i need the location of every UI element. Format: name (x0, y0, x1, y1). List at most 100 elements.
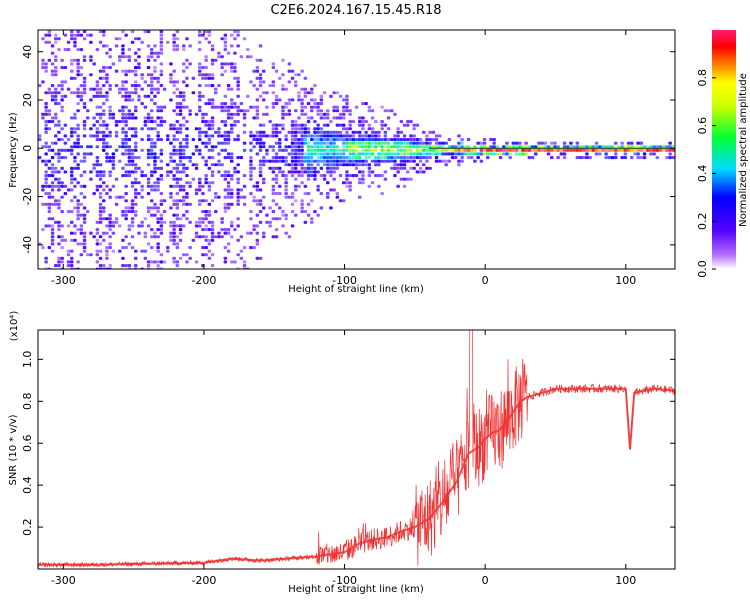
spectrogram-cell (134, 170, 138, 174)
spectrogram-cell (70, 33, 74, 37)
spectrogram-cell (460, 152, 464, 156)
spectrogram-cell (82, 80, 87, 84)
spectrogram-cell (150, 120, 154, 124)
spectrogram-cell (310, 87, 314, 91)
spectrogram-cell (60, 94, 64, 98)
spectrogram-cell (169, 192, 173, 196)
spectrogram-cell (47, 33, 52, 37)
spectrogram-cell (175, 120, 180, 124)
spectrogram-cell (185, 210, 189, 214)
spectrogram-cell (230, 174, 234, 178)
spectrogram-cell (383, 156, 388, 160)
spectrogram-cell (233, 170, 237, 174)
spectrogram-cell (156, 246, 160, 250)
spectrogram-cell (79, 84, 84, 88)
spectrogram-cell (396, 134, 400, 138)
spectrogram-cell (367, 134, 372, 138)
spectrogram-cell (63, 170, 68, 174)
spectrogram-cell (76, 163, 80, 167)
spectrogram-cell (255, 224, 260, 228)
spectrogram-cell (265, 220, 269, 224)
spectrogram-cell (511, 141, 516, 145)
spectrogram-cell (425, 138, 429, 142)
spectrogram-cell (201, 66, 205, 70)
spectrogram-cell (169, 195, 173, 199)
spectrogram-cell (425, 148, 429, 152)
spectrogram-cell (521, 148, 525, 152)
spectrogram-cell (332, 134, 336, 138)
spectrogram-cell (178, 152, 183, 156)
spectrogram-cell (121, 48, 125, 52)
spectrogram-cell (146, 73, 151, 77)
spectrogram-cell (226, 170, 231, 174)
spectrogram-cell (70, 58, 74, 62)
spectrogram-cell (639, 156, 644, 160)
spectrogram-cell (380, 105, 384, 109)
spectrogram-cell (143, 123, 148, 127)
spectrogram-cell (169, 127, 173, 131)
spectrogram-cell (214, 195, 218, 199)
spectrogram-cell (271, 145, 276, 149)
spectrogram-cell (50, 238, 55, 242)
spectrogram-cell (41, 116, 45, 120)
spectrogram-cell (105, 66, 109, 70)
spectrogram-cell (159, 73, 164, 77)
spectrogram-cell (182, 80, 186, 84)
spectrogram-cell (143, 80, 148, 84)
spectrogram-cell (300, 199, 304, 203)
spectrogram-cell (297, 159, 301, 163)
spectrogram-cell (415, 148, 420, 152)
spectrogram-cell (370, 145, 375, 149)
spectrogram-cell (57, 37, 61, 41)
spectrogram-cell (150, 152, 154, 156)
spectrogram-cell (57, 159, 61, 163)
spectrogram-cell (303, 159, 308, 163)
spectrogram-cell (124, 134, 128, 138)
spectrogram-cell (399, 138, 404, 142)
spectrogram-cell (217, 105, 221, 109)
spectrogram-cell (543, 141, 548, 145)
spectrogram-cell (159, 44, 164, 48)
spectrogram-cell (454, 148, 458, 152)
spectrogram-cell (156, 80, 160, 84)
spectrogram-cell (249, 231, 253, 235)
spectrogram-cell (134, 134, 138, 138)
spectrogram-cell (316, 213, 320, 217)
spectrogram-cell (217, 134, 221, 138)
spectrogram-cell (313, 152, 317, 156)
spectrogram-cell (287, 80, 292, 84)
spectrogram-cell (473, 152, 477, 156)
spectrogram-cell (95, 91, 100, 95)
spectrogram-cell (82, 84, 87, 88)
spectrogram-cell (236, 84, 240, 88)
spectrogram-cell (60, 84, 64, 88)
spectrogram-cell (121, 44, 125, 48)
spectrogram-cell (297, 170, 301, 174)
spectrogram-cell (172, 224, 176, 228)
spectrogram-cell (185, 145, 189, 149)
spectrogram-cell (258, 174, 263, 178)
spectrogram-cell (150, 213, 154, 217)
spectrogram-cell (41, 112, 45, 116)
spectrogram-cell (182, 202, 186, 206)
spectrogram-cell (364, 130, 368, 134)
spectrogram-cell (111, 156, 116, 160)
spectrogram-cell (361, 141, 365, 145)
spectrogram-cell (255, 199, 260, 203)
spectrogram-cell (367, 152, 372, 156)
spectrogram-cell (649, 148, 653, 152)
spectrogram-cell (274, 235, 279, 239)
spectrogram-cell (271, 102, 276, 106)
spectrogram-cell (50, 163, 55, 167)
spectrogram-cell (310, 170, 314, 174)
spectrogram-cell (102, 231, 106, 235)
spectrogram-cell (374, 163, 378, 167)
spectrogram-cell (220, 66, 224, 70)
spectrogram-cell (370, 152, 375, 156)
spectrogram-cell (124, 105, 128, 109)
spectrogram-cell (220, 134, 224, 138)
spectrogram-cell (172, 148, 176, 152)
spectrogram-cell (204, 58, 208, 62)
spectrogram-cell (281, 116, 285, 120)
spectrogram-cell (207, 166, 212, 170)
